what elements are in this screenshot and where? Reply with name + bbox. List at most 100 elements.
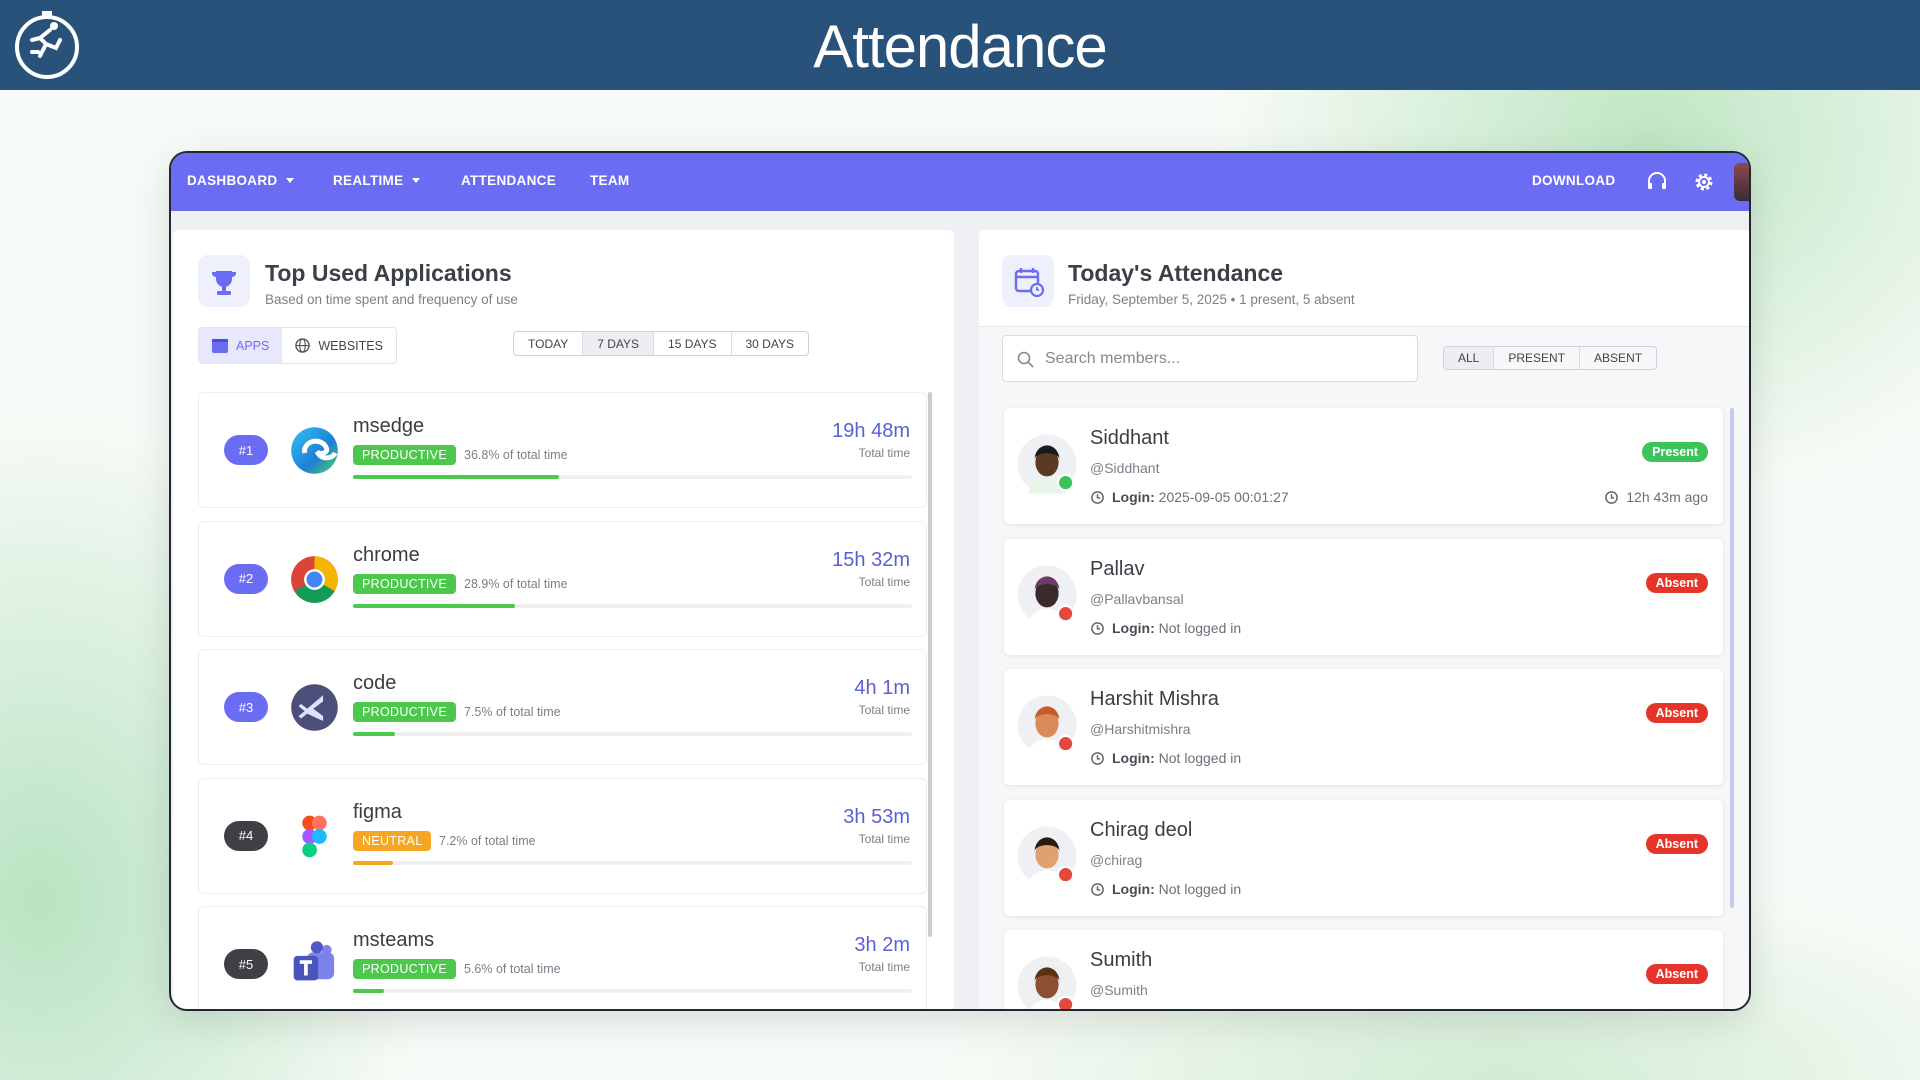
progress-track	[353, 603, 912, 608]
nav-team[interactable]: TEAM	[590, 173, 630, 188]
range-option[interactable]: 30 DAYS	[730, 332, 808, 355]
trophy-icon	[198, 255, 250, 307]
range-option[interactable]: 15 DAYS	[653, 332, 730, 355]
rank-badge: #2	[224, 563, 268, 594]
icon-part	[50, 22, 58, 30]
icon-part	[1056, 865, 1075, 884]
icon-part	[30, 28, 62, 58]
app-name: figma	[353, 800, 402, 823]
tab-apps[interactable]: APPS	[199, 328, 283, 363]
login-time: Not logged in	[1158, 750, 1242, 766]
member-name: Sumith	[1090, 949, 1153, 971]
globe-icon	[295, 338, 311, 353]
icon-part	[1034, 836, 1060, 851]
icon-part	[1034, 706, 1060, 721]
member-name: Siddhant	[1090, 427, 1169, 449]
member-card: Chirag deol @chirag Absent Login: Not logge…	[1004, 799, 1723, 916]
apps-icon	[212, 338, 228, 353]
search-input[interactable]: Search members...	[1002, 335, 1418, 382]
icon-part	[1096, 494, 1101, 499]
progress-bar	[353, 475, 559, 479]
app-row: #4 figma NEUTRAL 7.2% of total time 3h 53m To…	[198, 777, 927, 894]
status-filter: ALL PRESENT ABSENT	[1443, 346, 1658, 370]
category-badge: PRODUCTIVE	[353, 445, 456, 465]
icon-part	[1605, 491, 1618, 504]
icon-part	[1028, 869, 1066, 885]
member-handle: @Pallavbansal	[1090, 590, 1184, 607]
share-label: 5.6% of total time	[464, 962, 561, 976]
scrollbar	[1730, 408, 1734, 908]
member-name: Harshit Mishra	[1090, 688, 1219, 710]
nav-attendance[interactable]: ATTENDANCE	[461, 173, 556, 188]
login-info: Login: 2025-09-05 00:01:27	[1112, 489, 1289, 505]
icon-part	[1096, 624, 1101, 630]
icon-part	[291, 427, 338, 474]
member-avatar	[1017, 565, 1077, 624]
app-icon	[291, 427, 338, 474]
tab-label: WEBSITES	[318, 338, 383, 353]
icon-part	[1017, 351, 1031, 365]
category-badge: PRODUCTIVE	[353, 959, 456, 979]
app-time: 3h 53m	[843, 805, 910, 828]
progress-bar	[353, 989, 385, 993]
clock-icon	[1091, 752, 1104, 765]
icon-part	[212, 338, 228, 342]
login-time: Not logged in	[1158, 619, 1242, 636]
range-selector: TODAY 7 DAYS 15 DAYS 30 DAYS	[513, 331, 809, 356]
icon-part	[15, 15, 79, 79]
download-button[interactable]: DOWNLOAD	[1532, 173, 1616, 188]
search-icon	[1017, 351, 1034, 368]
nav-dashboard[interactable]: DASHBOARD	[187, 173, 295, 188]
range-option[interactable]: 7 DAYS	[582, 332, 654, 355]
icon-part	[310, 941, 324, 954]
app-row: #5 msteams PRODUCTIVE 5.6% of total time 3h …	[198, 906, 927, 1009]
member-name: Chirag deol	[1090, 818, 1193, 841]
member-avatar	[1017, 434, 1077, 494]
nav-label: DASHBOARD	[187, 173, 278, 188]
member-handle: @Siddhant	[1090, 460, 1160, 476]
member-card: Pallav @Pallavbansal Absent Login: Not logg…	[1004, 538, 1723, 655]
nav-realtime[interactable]: REALTIME	[333, 173, 421, 188]
time-caption: Total time	[858, 960, 910, 974]
tab-websites[interactable]: WEBSITES	[282, 328, 396, 363]
app-name: chrome	[353, 543, 420, 566]
time-ago: 12h 43m ago	[1626, 489, 1708, 505]
member-card: Sumith @Sumith Absent	[1004, 930, 1723, 1009]
icon-part	[1662, 183, 1666, 189]
member-handle: @Harshitmishra	[1090, 721, 1191, 737]
icon-part	[1091, 621, 1104, 635]
icon-part	[321, 944, 332, 955]
nav-bar: DASHBOARD REALTIME ATTENDANCE TEAM DOWNL…	[171, 153, 1749, 211]
login-info: Login: Not logged in	[1112, 750, 1241, 766]
clock-icon	[1091, 621, 1104, 635]
member-avatar	[1017, 956, 1077, 1009]
app-name: code	[353, 672, 397, 694]
filter-option[interactable]: ABSENT	[1579, 347, 1656, 369]
app-time: 3h 2m	[854, 934, 910, 956]
icon-part	[1036, 287, 1039, 291]
user-avatar[interactable]	[1734, 163, 1749, 201]
progress-track	[353, 860, 912, 865]
icon-part	[1702, 180, 1706, 184]
icon-part	[1610, 494, 1615, 499]
app-time: 19h 48m	[832, 420, 910, 442]
filter-option[interactable]: PRESENT	[1493, 347, 1579, 369]
member-handle: @Sumith	[1090, 982, 1148, 998]
support-icon[interactable]	[1645, 170, 1669, 194]
icon-part	[1698, 176, 1710, 188]
login-info: Login: Not logged in	[1112, 620, 1241, 636]
filter-option[interactable]: ALL	[1444, 347, 1494, 369]
icon-part	[1035, 448, 1059, 477]
category-badge: PRODUCTIVE	[353, 573, 456, 594]
rank-badge: #3	[224, 692, 268, 722]
progress-track	[353, 475, 912, 479]
icon-part	[1648, 172, 1666, 184]
logo	[15, 11, 79, 79]
settings-icon[interactable]	[1692, 170, 1716, 194]
icon-part	[1034, 967, 1060, 982]
range-option[interactable]: TODAY	[528, 336, 569, 351]
card-header	[979, 230, 1749, 327]
timer-icon	[1605, 491, 1618, 504]
icon-part	[1096, 885, 1101, 891]
